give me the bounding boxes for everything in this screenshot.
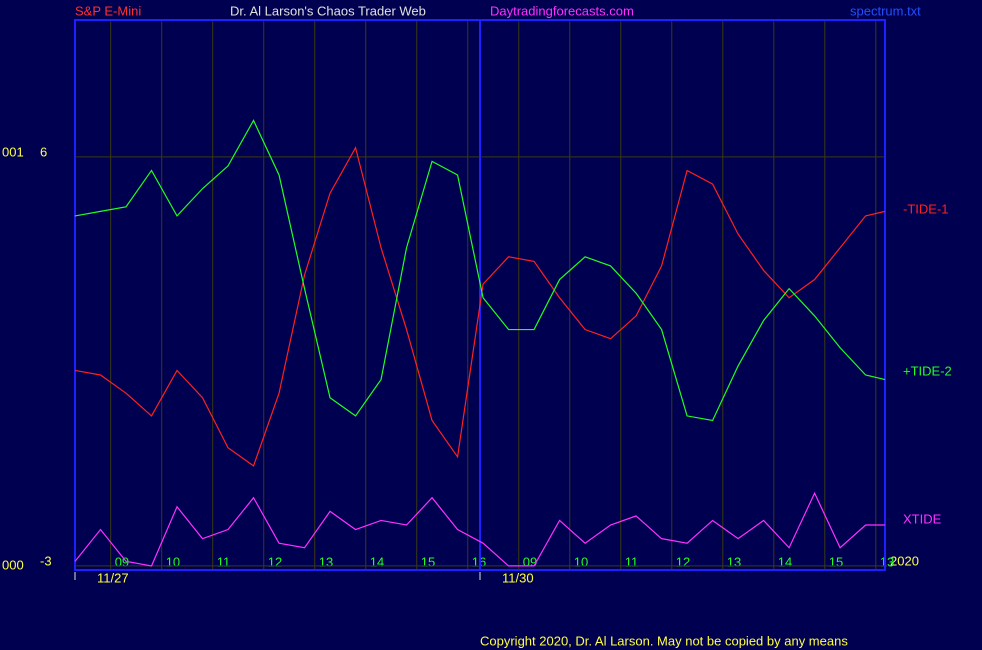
x-tick-label: 10 <box>166 554 180 569</box>
x-tick-label: 09 <box>523 554 537 569</box>
series-line <box>74 491 885 567</box>
copyright: Copyright 2020, Dr. Al Larson. May not b… <box>480 633 848 648</box>
x-tick-label: 15 <box>421 554 435 569</box>
y-tick-label: 6 <box>40 144 47 159</box>
series-line <box>74 119 886 422</box>
x-tick-label: 14 <box>370 554 384 569</box>
chart-title: Dr. Al Larson's Chaos Trader Web <box>230 3 426 18</box>
x-tick-label: 11 <box>625 554 639 569</box>
x-tick-label: 16 <box>472 554 486 569</box>
series-label: -TIDE-1 <box>903 201 949 216</box>
x-tick-label: 11 <box>217 554 231 569</box>
file-name: spectrum.txt <box>850 3 921 18</box>
x-tick-label: 13 <box>727 554 741 569</box>
x-tick-label: 12 <box>268 554 282 569</box>
series-label: +TIDE-2 <box>903 363 952 378</box>
instrument: S&P E-Mini <box>75 3 141 18</box>
x-tick-label: 12 <box>676 554 690 569</box>
x-tick-label: 13 <box>319 554 333 569</box>
x-tick-label: 14 <box>778 554 792 569</box>
plot-border <box>74 19 886 571</box>
series-label: XTIDE <box>903 511 942 526</box>
y-extra-label: 001 <box>2 144 24 159</box>
y-extra-label: 000 <box>2 557 24 572</box>
x-tick-label: 13 <box>880 554 894 569</box>
year-label: 2020 <box>890 553 919 568</box>
x-tick-label: 15 <box>829 554 843 569</box>
x-tick-label: 10 <box>574 554 588 569</box>
date-label: 11/30 <box>502 570 534 585</box>
series-line <box>74 146 886 467</box>
date-label: 11/27 <box>97 570 129 585</box>
y-tick-label: -3 <box>40 553 52 568</box>
site: Daytradingforecasts.com <box>490 3 634 18</box>
